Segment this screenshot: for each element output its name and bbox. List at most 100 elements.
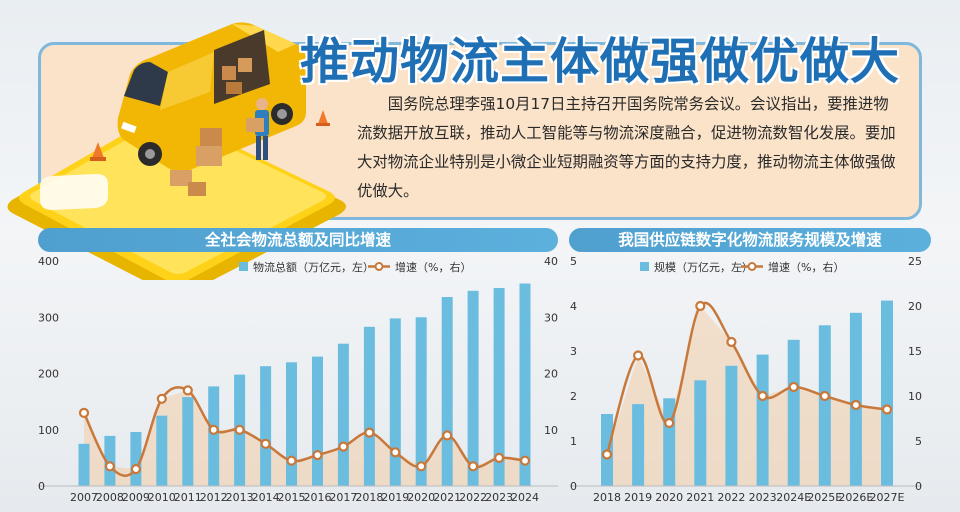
y-left-tick-label: 300 [38,311,59,324]
x-tick-label: 2016 [304,491,332,504]
x-tick-label: 2017 [329,491,357,504]
growth-point [757,390,768,402]
growth-point [234,424,245,435]
bar [130,432,142,486]
y-left-tick-label: 2 [570,390,577,403]
bar [104,435,116,486]
growth-point [850,399,861,411]
growth-point [494,452,505,463]
y-right-tick-label: 30 [544,311,558,324]
x-tick-label: 2007 [70,491,98,504]
bar [694,380,707,487]
x-tick-label: 2022 [459,491,487,504]
x-tick-label: 2020 [407,491,435,504]
chart-logistics-total: 物流总额（万亿元，左） 增速（%，右） 20072008200920102011… [38,255,558,504]
x-tick-label: 2008 [96,491,124,504]
growth-point [156,393,167,404]
traffic-cone-icon [90,110,330,161]
x-tick-label: 2018 [355,491,383,504]
y-right-tick-label: 5 [915,435,922,448]
bar [156,415,168,486]
x-tick-label: 2022 [717,491,745,504]
y-left-tick-label: 1 [570,435,577,448]
x-tick-label: 2011 [174,491,202,504]
bar [78,443,90,486]
growth-point [632,350,644,361]
x-tick-label: 2009 [122,491,150,504]
y-left-tick-label: 3 [570,345,577,358]
growth-point [286,455,297,466]
y-right-tick-label: 40 [544,255,558,268]
summary-paragraph: 国务院总理李强10月17日主持召开国务院常务会议。会议指出，要推进物流数据开放互… [357,95,896,200]
bar [632,404,645,486]
y-right-tick-label: 15 [908,345,922,358]
growth-point [726,336,737,348]
bar [389,318,401,486]
growth-area [84,390,525,486]
growth-point [208,424,219,435]
growth-point [130,464,141,475]
bar [787,339,800,487]
bar [818,325,831,486]
chart-title: 全社会物流总额及同比增速 [38,228,558,252]
x-tick-label: 2023 [485,491,513,504]
x-tick-label: 2024E [776,491,811,504]
bar [441,297,453,486]
legend-label-bar: 规模（万亿元，左） [654,260,753,274]
y-right-tick-label: 20 [544,368,558,381]
legend-label-line: 增速（%，右） [395,260,471,274]
x-tick-label: 2010 [148,491,176,504]
y-right-tick-label: 25 [908,255,922,268]
chart-legend: 规模（万亿元，左） 增速（%，右） [640,260,844,274]
x-tick-label: 2014 [252,491,280,504]
chart-panel-logistics-total: 全社会物流总额及同比增速 物流总额（万亿元，左） 增速（%，右） 2007 200… [0,228,560,512]
growth-point [390,447,401,458]
bar [182,397,194,486]
growth-point [442,430,453,441]
legend-bar-swatch [239,262,248,271]
bar [756,354,769,486]
x-tick-label: 2024 [511,491,539,504]
cardboard-box-icon [170,128,222,196]
x-tick-label: 2023 [749,491,777,504]
growth-point [788,381,799,393]
growth-point [338,441,349,452]
legend-label-line: 增速（%，右） [768,260,844,274]
growth-point [881,404,893,415]
growth-point [664,417,675,429]
legend-label-bar: 物流总额（万亿元，左） [253,260,374,274]
legend-line-marker [374,262,384,271]
growth-point [78,407,90,418]
bar [493,288,505,486]
growth-point [364,427,375,438]
x-tick-label: 2019 [381,491,409,504]
x-tick-label: 2020 [655,491,683,504]
bar [519,283,531,486]
y-right-tick-label: 20 [908,300,922,313]
y-right-tick-label: 0 [915,480,922,493]
y-left-tick-label: 4 [570,300,577,313]
y-right-tick-label: 10 [908,390,922,403]
x-tick-label: 2026E [838,491,873,504]
chart-title: 我国供应链数字化物流服务规模及增速 [569,228,931,252]
x-tick-label: 2027E [870,491,905,504]
y-left-tick-label: 0 [38,480,45,493]
bar [849,312,862,487]
x-tick-label: 2021 [686,491,714,504]
growth-point [104,461,116,472]
bar [337,343,349,486]
y-right-tick-label: 10 [544,424,558,437]
worker-icon [246,98,269,160]
growth-point [182,385,193,396]
x-tick-label: 2021 [433,491,461,504]
chart-supply-chain-scale: 规模（万亿元，左） 增速（%，右） 2018 2019 2020 2021 2022 20… [570,255,922,504]
bar [725,365,738,486]
y-left-tick-label: 400 [38,255,59,268]
growth-point [819,390,830,402]
chart-panel-supply-chain: 我国供应链数字化物流服务规模及增速 规模（万亿元，左） 增速（%，右） 2018… [560,228,960,512]
growth-area [607,306,887,486]
y-left-tick-label: 0 [570,480,577,493]
x-tick-label: 2019 [624,491,652,504]
bar [260,366,272,486]
legend-bar-swatch [640,262,649,271]
